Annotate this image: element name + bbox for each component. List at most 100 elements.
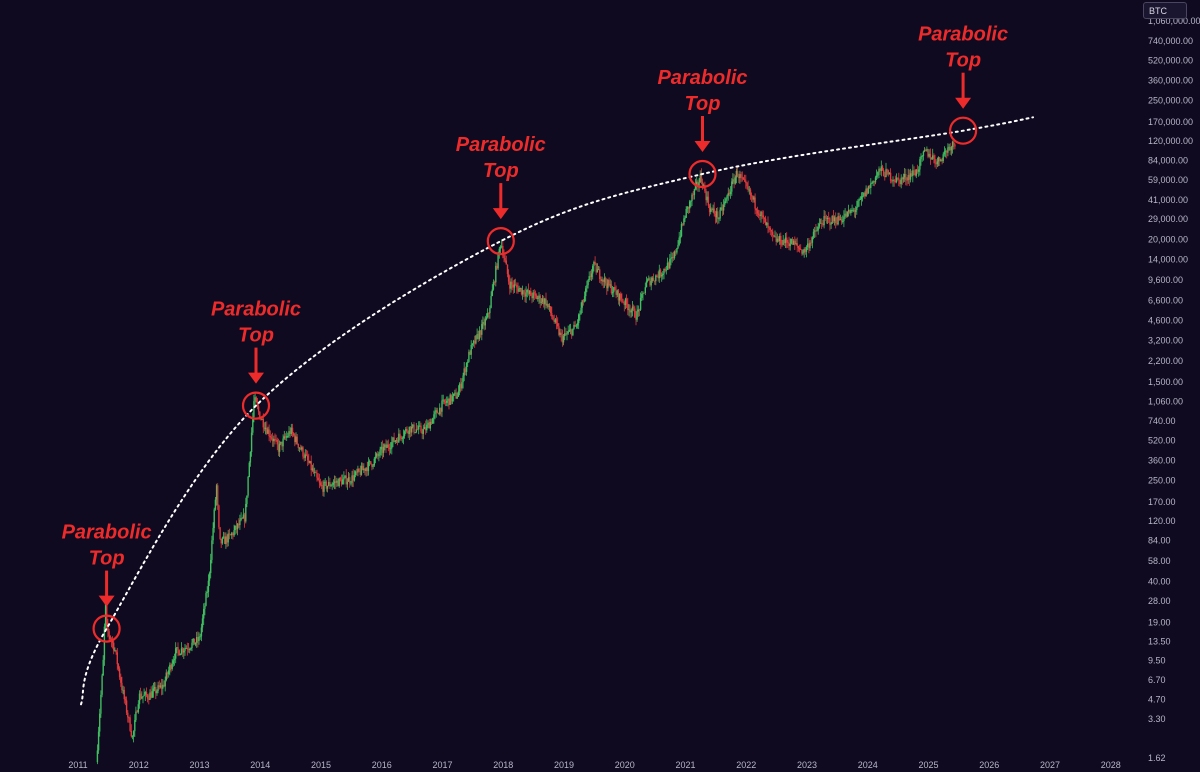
candle-body xyxy=(927,149,929,157)
x-tick-label: 2017 xyxy=(432,760,452,770)
y-tick-label: 250,000.00 xyxy=(1148,96,1193,106)
candle-body xyxy=(693,189,696,195)
candle-body xyxy=(319,482,322,486)
candle-body xyxy=(713,208,715,214)
candle-body xyxy=(143,694,145,697)
candle-body xyxy=(645,281,648,288)
candle-body xyxy=(197,637,199,641)
candle-body xyxy=(602,279,604,282)
candle-body xyxy=(242,514,245,519)
candle-body xyxy=(875,175,878,178)
candle-body xyxy=(531,295,533,299)
candle-body xyxy=(179,653,181,656)
candle-body xyxy=(616,290,618,295)
candle-body xyxy=(194,642,197,645)
candle-body xyxy=(415,429,417,433)
candle-body xyxy=(727,192,729,196)
candle-body xyxy=(400,436,402,439)
y-tick-label: 40.00 xyxy=(1148,577,1171,587)
candle-body xyxy=(235,525,238,530)
candle-body xyxy=(493,282,496,283)
candle-body xyxy=(363,468,365,471)
candle-body xyxy=(812,231,815,238)
candle-body xyxy=(389,448,392,450)
candle-body xyxy=(661,275,663,277)
candle-body xyxy=(250,432,253,452)
candle-body xyxy=(849,209,851,213)
candle-body xyxy=(428,422,430,429)
candle-body xyxy=(378,455,380,457)
candle-body xyxy=(586,285,588,289)
candle-body xyxy=(131,736,134,738)
candle-body xyxy=(879,168,881,171)
candle-body xyxy=(266,427,268,434)
candle-body xyxy=(248,462,250,477)
candle-body xyxy=(350,482,352,484)
candle-body xyxy=(183,650,185,653)
candle-body xyxy=(881,166,884,170)
candle-body xyxy=(189,649,191,650)
candle-body xyxy=(898,178,900,180)
candle-body xyxy=(705,191,707,201)
candle-body xyxy=(101,675,103,695)
candle-body xyxy=(742,177,745,180)
candle-body xyxy=(434,411,436,415)
candle-body xyxy=(594,262,596,264)
candle-body xyxy=(185,648,187,649)
candle-body xyxy=(629,309,631,313)
candle-body xyxy=(109,636,111,640)
candle-body xyxy=(212,528,214,541)
candle-body xyxy=(561,335,564,343)
arrow-down-icon xyxy=(694,141,711,152)
candle-body xyxy=(241,518,243,519)
parabolic-top-circle xyxy=(92,614,121,643)
candle-body xyxy=(503,255,505,258)
symbol-badge[interactable]: BTC xyxy=(1143,2,1187,19)
candle-body xyxy=(779,236,781,242)
candle-body xyxy=(398,433,400,443)
candle-body xyxy=(572,328,574,336)
candle-body xyxy=(925,150,927,151)
candle-body xyxy=(163,684,165,687)
candle-body xyxy=(856,206,858,211)
candle-body xyxy=(225,536,227,544)
annotations-layer: Parabolic Top Parabolic Top Parabolic Top Para… xyxy=(62,24,1008,643)
candle-body xyxy=(691,194,693,202)
candle-body xyxy=(483,322,485,326)
candle-body xyxy=(926,149,928,151)
candle-body xyxy=(429,421,431,429)
candle-body xyxy=(497,252,499,269)
candle-body xyxy=(479,330,482,335)
candle-body xyxy=(815,230,817,232)
candle-body xyxy=(540,301,542,303)
candle-body xyxy=(509,281,511,289)
candle-body xyxy=(784,237,787,243)
y-tick-label: 9,600.00 xyxy=(1148,275,1183,285)
candle-body xyxy=(205,593,207,606)
candle-body xyxy=(477,334,479,340)
candle-body xyxy=(894,181,896,182)
candle-body xyxy=(711,208,713,210)
candle-body xyxy=(257,406,260,412)
candle-body xyxy=(832,216,835,222)
candle-body xyxy=(407,431,409,434)
candle-body xyxy=(500,245,503,247)
candle-body xyxy=(777,238,780,242)
candle-body xyxy=(641,293,643,298)
y-tick-label: 84,000.00 xyxy=(1148,156,1188,166)
candle-body xyxy=(767,222,769,227)
candle-body xyxy=(861,196,864,197)
candle-body xyxy=(406,428,408,432)
candle-body xyxy=(807,243,809,248)
candle-body xyxy=(294,435,296,443)
candle-body xyxy=(935,163,937,165)
candle-body xyxy=(929,153,932,159)
candle-body xyxy=(239,519,241,526)
candle-body xyxy=(484,319,486,326)
candle-body xyxy=(290,427,292,434)
candle-body xyxy=(746,182,748,187)
y-tick-label: 59,000.00 xyxy=(1148,175,1188,185)
annotation-label-line1: Parabolic xyxy=(657,67,747,89)
candle-body xyxy=(722,204,725,211)
